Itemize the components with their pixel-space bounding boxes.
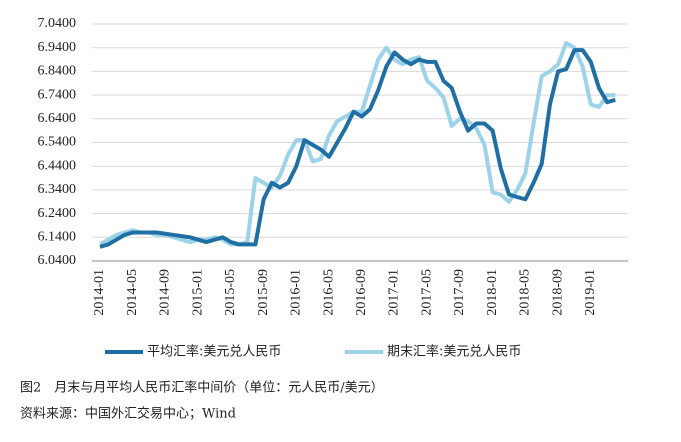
x-tick-label: 2015-09 xyxy=(256,269,271,316)
y-tick-label: 6.3400 xyxy=(38,182,77,197)
y-tick-label: 6.2400 xyxy=(38,206,77,221)
x-tick-label: 2017-01 xyxy=(387,269,402,316)
y-tick-label: 6.9400 xyxy=(38,40,77,55)
x-tick-label: 2014-05 xyxy=(125,269,140,316)
x-tick-label: 2014-01 xyxy=(92,269,107,316)
x-tick-label: 2015-05 xyxy=(223,269,238,316)
x-tick-label: 2017-09 xyxy=(452,269,467,316)
x-tick-label: 2016-09 xyxy=(354,269,369,316)
source: 资料来源：中国外汇交易中心；Wind xyxy=(20,406,236,422)
series-line xyxy=(99,48,616,249)
y-tick-label: 6.8400 xyxy=(38,64,77,79)
y-tick-label: 6.1400 xyxy=(38,230,77,245)
legend-label: 平均汇率:美元兑人民币 xyxy=(147,344,281,360)
y-tick-label: 6.6400 xyxy=(38,111,77,126)
legend-label: 期末汇率:美元兑人民币 xyxy=(387,344,521,360)
x-tick-label: 2015-01 xyxy=(190,269,205,316)
y-tick-label: 7.0400 xyxy=(38,16,77,31)
y-tick-label: 6.4400 xyxy=(38,158,77,173)
y-tick-label: 6.5400 xyxy=(38,135,77,150)
x-tick-label: 2016-05 xyxy=(321,269,336,316)
x-tick-label: 2014-09 xyxy=(158,269,173,316)
y-tick-label: 6.7400 xyxy=(38,87,77,102)
series-line xyxy=(98,40,616,247)
x-tick-label: 2019-01 xyxy=(583,269,598,316)
x-tick-label: 2017-05 xyxy=(419,269,434,316)
y-tick-label: 6.0400 xyxy=(38,253,77,268)
x-tick-label: 2018-05 xyxy=(518,269,533,316)
x-tick-label: 2018-09 xyxy=(550,269,565,316)
caption: 图2 月末与月平均人民币汇率中间价（单位：元人民币/美元） xyxy=(20,380,384,396)
x-tick-label: 2018-01 xyxy=(485,269,500,316)
x-tick-label: 2016-01 xyxy=(289,269,304,316)
